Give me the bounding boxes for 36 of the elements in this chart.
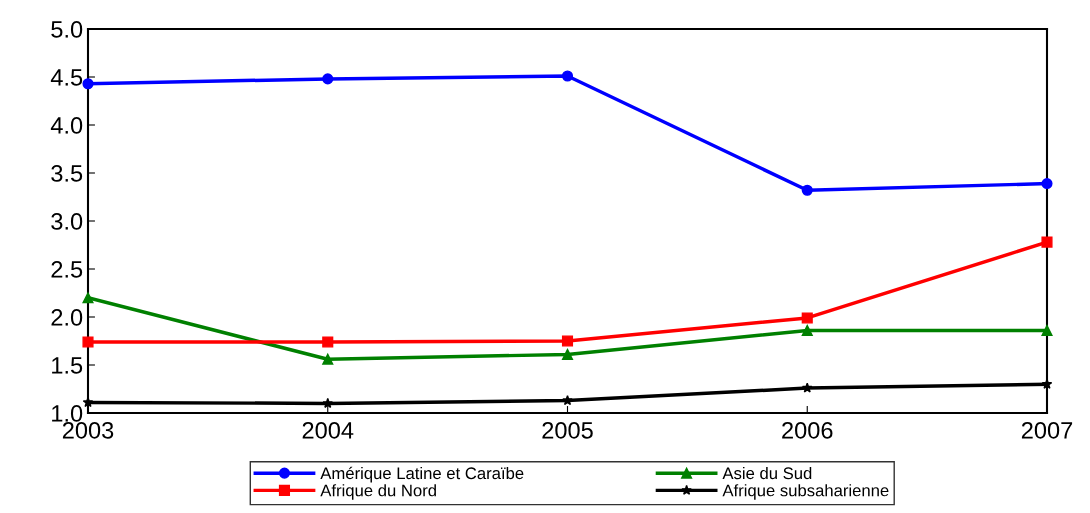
- legend-label: Afrique subsaharienne: [722, 484, 889, 500]
- point: [561, 348, 574, 360]
- y-tick-label: 4.5: [50, 69, 83, 86]
- y-tick-label: 3.5: [51, 165, 83, 182]
- point: [562, 394, 573, 406]
- y-tick-label: 4.0: [50, 117, 83, 134]
- point: [561, 335, 574, 347]
- y-tick-label: 5.0: [51, 21, 83, 38]
- x-tick-label: 2005: [542, 421, 593, 439]
- y-tick-label: 1.5: [52, 357, 83, 374]
- legend-label: Asie du Sud: [722, 466, 812, 480]
- y-tick-label: 3.0: [51, 213, 83, 230]
- x-tick-label: 2006: [782, 421, 833, 439]
- point: [1041, 324, 1053, 336]
- point: [801, 324, 813, 336]
- point: [1041, 178, 1053, 190]
- point: [801, 184, 813, 196]
- x-tick-label: 2007: [1021, 421, 1073, 439]
- y-tick-label: 2.0: [51, 309, 83, 326]
- point: [82, 336, 94, 348]
- point: [801, 312, 813, 324]
- x-tick-label: 2003: [62, 421, 114, 439]
- y-tick-label: 1.0: [52, 405, 83, 422]
- point: [1041, 236, 1053, 248]
- point: [322, 353, 334, 365]
- point: [801, 382, 813, 393]
- point: [322, 336, 334, 348]
- legend-label: Afrique du Nord: [320, 484, 436, 500]
- point: [82, 78, 94, 90]
- point: [322, 397, 334, 409]
- point: [322, 73, 334, 85]
- y-tick-label: 2.5: [51, 261, 83, 278]
- legend-label: Amérique Latine et Caraïbe: [320, 466, 524, 483]
- x-tick-label: 2004: [302, 421, 354, 439]
- point: [82, 292, 94, 304]
- point: [561, 70, 574, 82]
